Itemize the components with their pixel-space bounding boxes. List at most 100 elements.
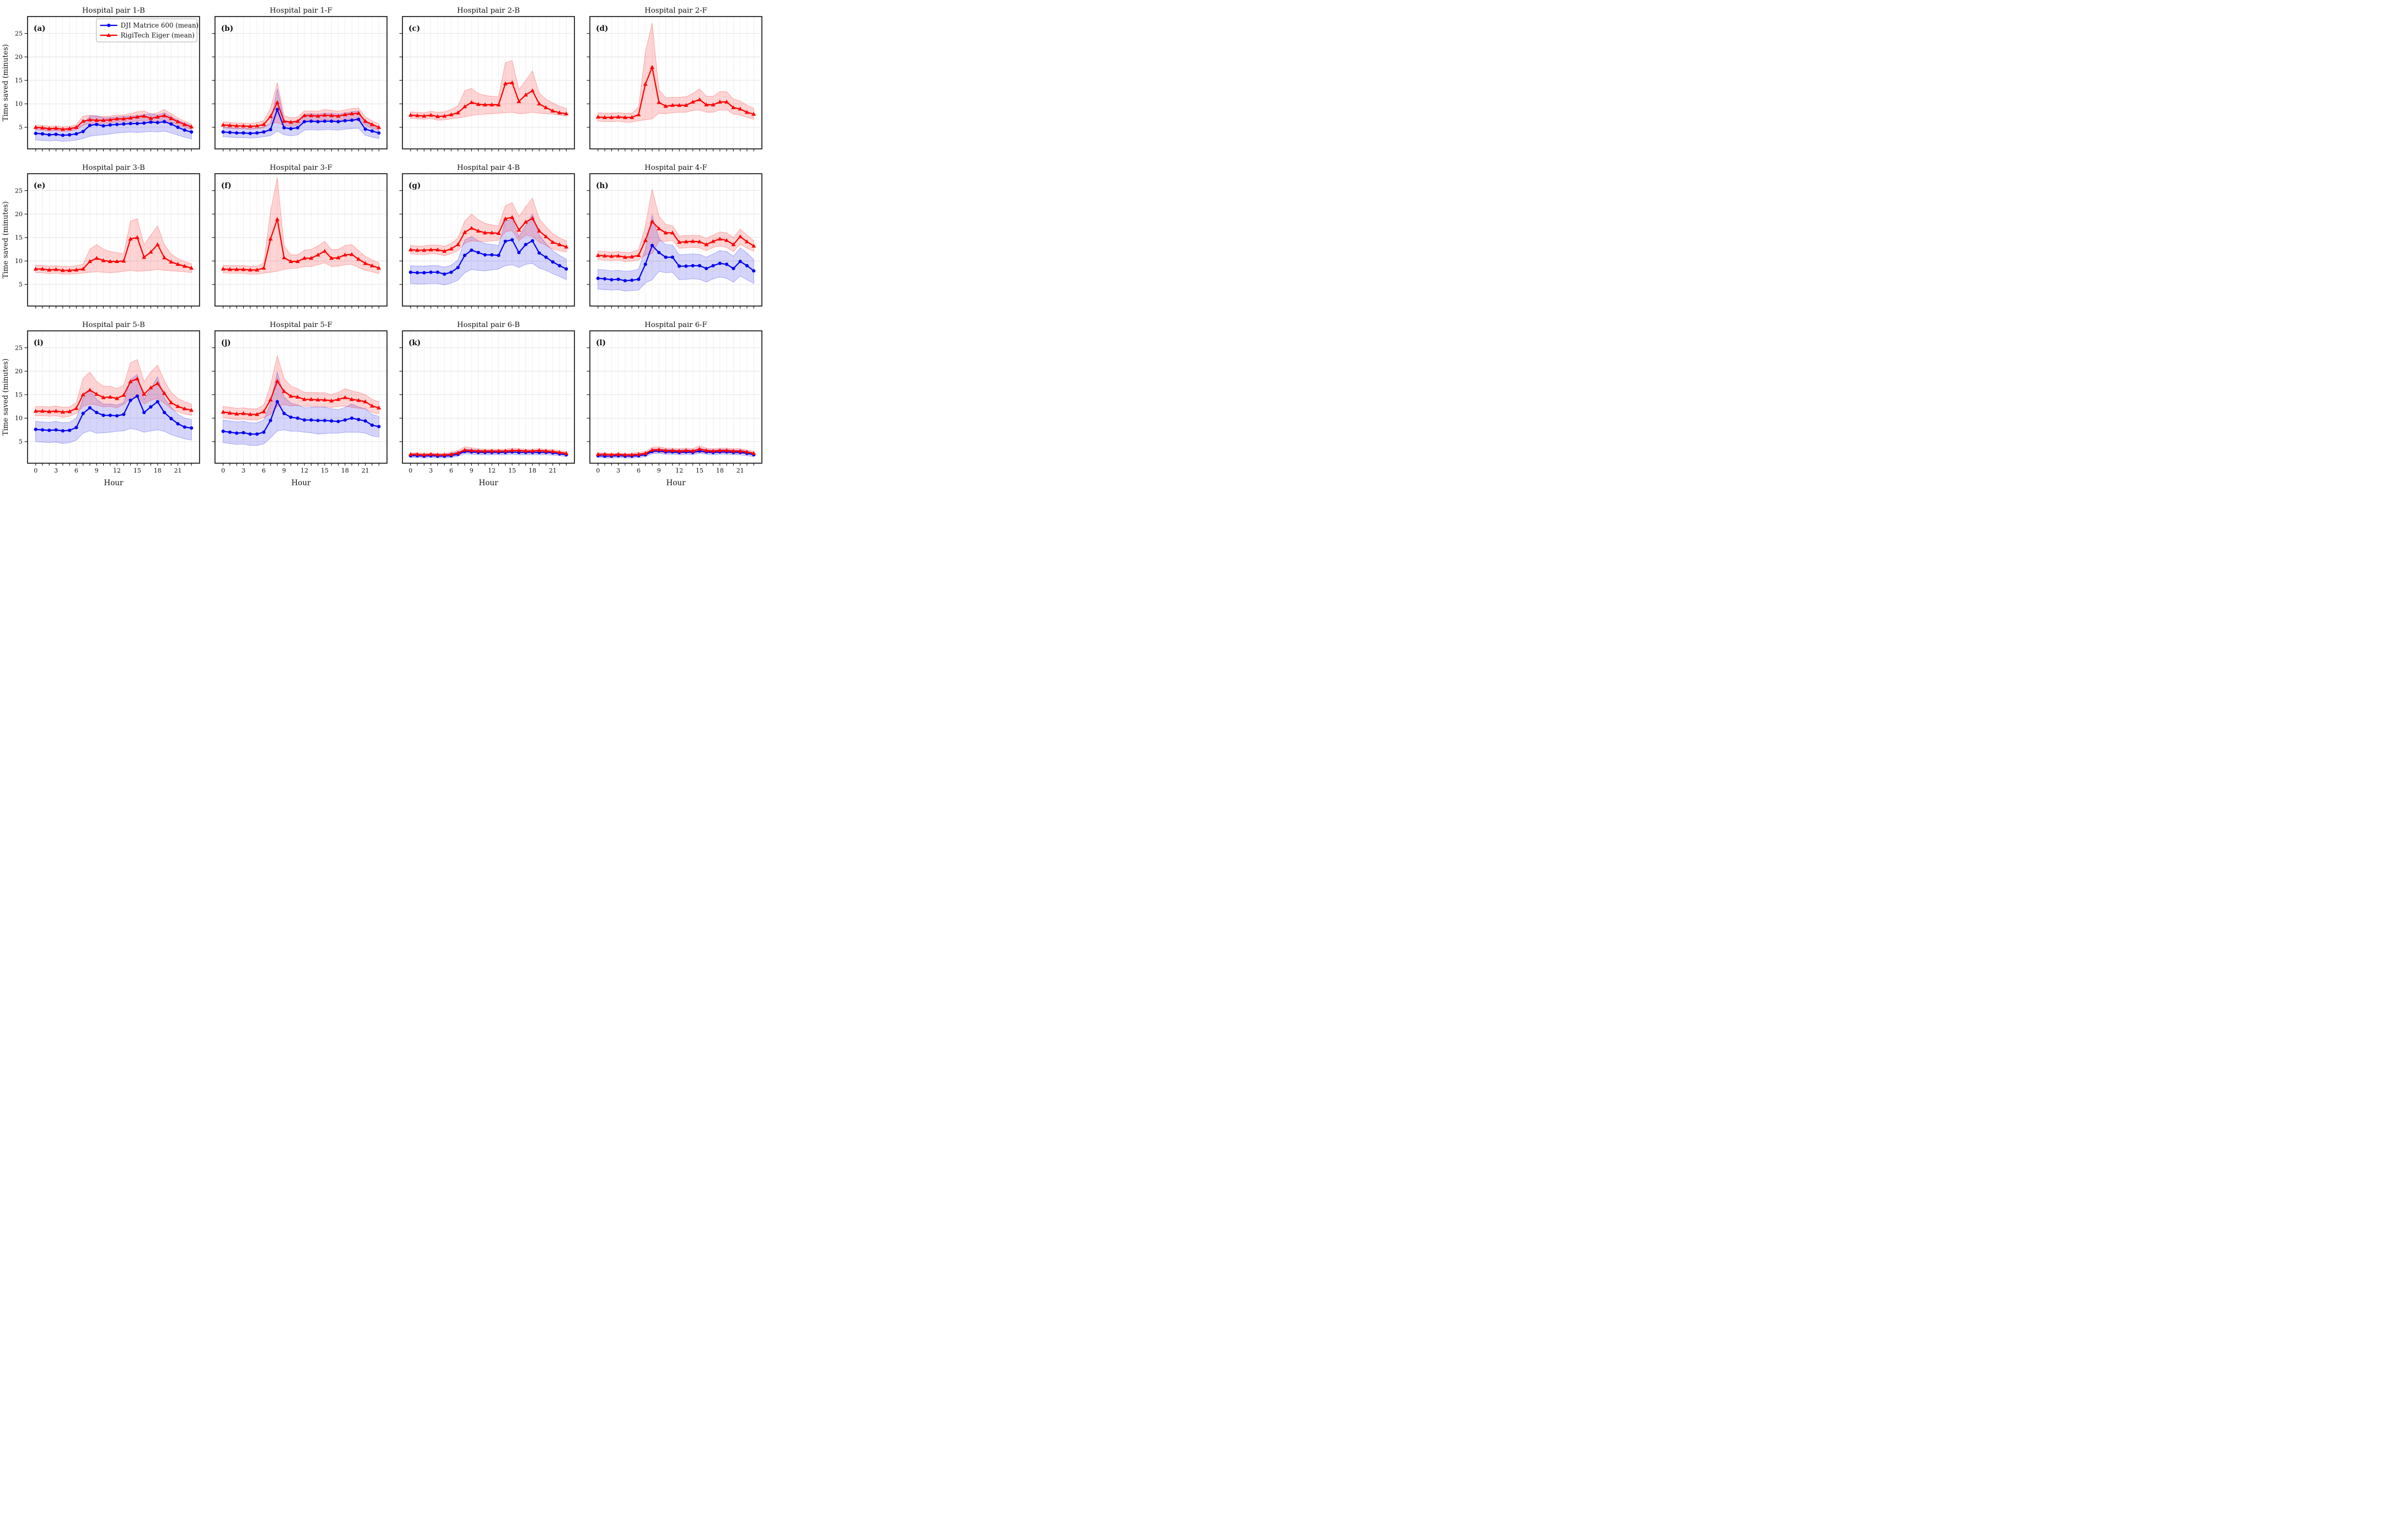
- chart-panel-hospital-pair-1-f: Hospital pair 1-F (b): [212, 7, 388, 152]
- plot-background: [590, 331, 762, 463]
- confidence-band-red: [410, 60, 567, 121]
- gridlines: [28, 174, 200, 306]
- axis-ticks: [24, 190, 192, 309]
- chart-panel-hospital-pair-1-b: 5 10 15 20 25 Time saved (minutes) Hospital pa…: [2, 7, 200, 152]
- confidence-band-red: [223, 82, 379, 131]
- plot-frame: [214, 173, 388, 307]
- plot-frame: [589, 330, 762, 464]
- series-markers-red: [33, 113, 194, 131]
- plot-frame: [27, 330, 200, 464]
- panel-title: Hospital pair 1-F: [270, 7, 332, 15]
- x-tick-label: 3: [429, 467, 433, 474]
- gridlines: [590, 17, 762, 149]
- axis-ticks: [399, 33, 567, 152]
- panel-title: Hospital pair 4-F: [644, 164, 707, 172]
- panel-letter: (e): [34, 181, 45, 190]
- x-tick-label: 3: [616, 467, 620, 474]
- legend-box: [96, 18, 197, 42]
- panel-letter: (j): [221, 339, 231, 347]
- plot-frame: [214, 16, 388, 149]
- x-tick-label: 6: [637, 467, 641, 474]
- chart-row-3: 0 3 6 9 12 15 18 21 Hour 5 10 15 20 25 Time saved (min…: [1, 320, 767, 491]
- confidence-band-red: [598, 23, 754, 122]
- confidence-band-red: [598, 189, 754, 262]
- axis-ticks: [212, 347, 379, 466]
- x-tick-label: 18: [529, 467, 536, 474]
- chart-panel-hospital-pair-3-f: Hospital pair 3-F (f): [212, 164, 388, 309]
- x-tick-label: 6: [262, 467, 266, 474]
- x-tick-label: 0: [409, 467, 412, 474]
- chart-panel-hospital-pair-5-b: 0 3 6 9 12 15 18 21 Hour 5 10 15 20 25 Time saved (min…: [2, 321, 200, 487]
- chart-row-1: 5 10 15 20 25 Time saved (minutes) Hospital pa…: [1, 6, 767, 158]
- x-tick-label: 9: [470, 467, 474, 474]
- y-tick-label: 10: [15, 415, 23, 422]
- axis-ticks: [24, 347, 192, 466]
- plot-background: [215, 331, 387, 463]
- x-tick-label: 6: [74, 467, 78, 474]
- series-markers-blue: [409, 238, 568, 276]
- plot-background: [402, 331, 574, 463]
- y-axis-label: Time saved (minutes): [2, 44, 10, 121]
- series-markers-blue: [221, 108, 381, 136]
- y-tick-label: 5: [19, 281, 23, 288]
- series-markers-blue: [221, 400, 381, 436]
- axis-ticks: [587, 347, 754, 466]
- plot-frame: [589, 173, 762, 307]
- gridlines: [402, 17, 574, 149]
- chart-panel-hospital-pair-3-b: 5 10 15 20 25 Time saved (minutes) Hospital pa…: [2, 164, 200, 309]
- legend-marker-circle-icon: [107, 23, 111, 28]
- chart-panel-hospital-pair-2-b: Hospital pair 2-B (c): [399, 7, 575, 152]
- x-tick-label: 12: [675, 467, 683, 474]
- plot-frame: [402, 173, 575, 307]
- confidence-band-blue: [223, 89, 379, 139]
- series-markers-blue: [34, 394, 194, 433]
- plot-background: [28, 331, 200, 463]
- y-tick-label: 15: [15, 77, 23, 84]
- plot-frame: [27, 173, 200, 307]
- x-axis-label: Hour: [666, 479, 686, 487]
- panel-letter: (i): [34, 339, 44, 347]
- series-markers-red: [595, 219, 756, 259]
- gridlines: [590, 331, 762, 463]
- y-tick-label: 5: [19, 438, 23, 446]
- x-tick-label: 0: [221, 467, 225, 474]
- x-tick-label: 6: [449, 467, 453, 474]
- y-tick-label: 20: [15, 53, 23, 61]
- y-tick-label: 25: [15, 187, 23, 194]
- x-tick-label: 21: [549, 467, 557, 474]
- plot-background: [28, 174, 200, 306]
- x-tick-label: 9: [95, 467, 99, 474]
- y-axis-label: Time saved (minutes): [2, 358, 10, 436]
- x-tick-label: 9: [282, 467, 286, 474]
- plot-frame: [214, 330, 388, 464]
- x-tick-label: 18: [154, 467, 162, 474]
- series-markers-red: [408, 80, 569, 119]
- x-tick-label: 12: [300, 467, 308, 474]
- axis-ticks: [212, 190, 379, 309]
- panel-title: Hospital pair 1-B: [82, 7, 145, 15]
- panel-letter: (f): [221, 181, 232, 190]
- y-tick-label: 20: [15, 211, 23, 218]
- y-tick-label: 25: [15, 344, 23, 351]
- gridlines: [402, 331, 574, 463]
- x-axis-label: Hour: [479, 479, 498, 487]
- x-axis-label: Hour: [104, 479, 123, 487]
- legend-marker-triangle-icon: [106, 33, 111, 37]
- series-markers-blue: [34, 120, 194, 137]
- x-tick-label: 21: [174, 467, 182, 474]
- plot-background: [590, 17, 762, 149]
- legend-label: DJI Matrice 600 (mean): [121, 22, 198, 29]
- chart-row-2: 5 10 15 20 25 Time saved (minutes) Hospital pa…: [1, 163, 767, 315]
- confidence-band-red: [35, 359, 192, 418]
- x-tick-label: 18: [341, 467, 349, 474]
- figure: 5 10 15 20 25 Time saved (minutes) Hospital pa…: [0, 0, 770, 500]
- x-tick-label: 0: [596, 467, 600, 474]
- series-markers-red: [221, 378, 381, 416]
- legend: DJI Matrice 600 (mean) RigiTech Eiger (me…: [96, 18, 198, 42]
- series-markers-red: [595, 447, 756, 457]
- series-markers-red: [33, 376, 194, 414]
- confidence-band-blue: [598, 215, 754, 292]
- axis-ticks: [399, 347, 567, 466]
- panel-letter: (b): [221, 24, 233, 33]
- panel-letter: (c): [409, 24, 420, 33]
